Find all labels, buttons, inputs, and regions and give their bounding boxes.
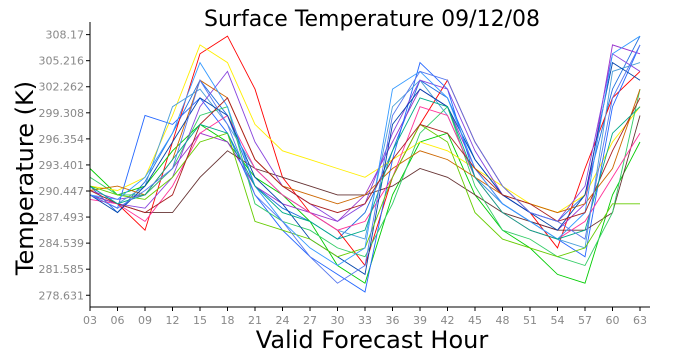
x-tick-label: 63: [633, 314, 647, 327]
x-tick-label: 06: [111, 314, 125, 327]
y-tick-label: 278.631: [39, 289, 85, 302]
series-line-11: [89, 79, 641, 214]
x-tick-label: 30: [331, 314, 345, 327]
chart-title: Surface Temperature 09/12/08: [204, 7, 540, 32]
x-tick-label: 21: [248, 314, 262, 327]
series-line-8: [89, 62, 641, 249]
x-tick-label: 54: [551, 314, 565, 327]
series-line-4: [89, 44, 641, 214]
series-line-15: [89, 35, 641, 267]
x-tick-label: 57: [578, 314, 592, 327]
x-tick-label: 15: [193, 314, 207, 327]
y-axis-title: Temperature (K): [11, 81, 39, 276]
series-line-9: [89, 89, 641, 267]
x-tick-label: 12: [166, 314, 180, 327]
series-line-5: [89, 44, 641, 231]
x-tick-label: 09: [138, 314, 152, 327]
x-tick-label: 51: [523, 314, 537, 327]
x-tick-label: 36: [386, 314, 400, 327]
x-axis-title: Valid Forecast Hour: [256, 326, 489, 353]
series-line-3: [89, 123, 641, 284]
x-tick-label: 33: [358, 314, 372, 327]
y-tick-label: 305.216: [39, 55, 85, 68]
series-line-16: [89, 97, 641, 222]
series-layer: [89, 35, 641, 293]
x-tick-label: 18: [221, 314, 235, 327]
y-tick-label: 281.585: [39, 263, 85, 276]
series-line-18: [89, 44, 641, 284]
x-axis-ticks: 03 06 09 12 15 18 21 24 27 30 33 36 39 42 45 48 51 54 57 60…: [83, 307, 647, 327]
x-tick-label: 39: [413, 314, 427, 327]
series-line-1: [89, 35, 641, 240]
series-line-14: [89, 123, 640, 258]
y-tick-label: 284.539: [39, 237, 85, 250]
series-line-12: [89, 106, 641, 240]
series-line-13: [89, 61, 641, 276]
y-axis-ticks: 278.631 281.585 284.539 287.493 290.447 293.4…: [39, 29, 90, 302]
series-line-17: [89, 97, 641, 240]
x-tick-label: 24: [276, 314, 290, 327]
y-tick-label: 287.493: [39, 211, 85, 224]
x-tick-label: 45: [468, 314, 482, 327]
x-tick-label: 42: [441, 314, 455, 327]
x-tick-label: 60: [606, 314, 620, 327]
y-tick-label: 299.308: [39, 107, 85, 120]
x-tick-label: 48: [496, 314, 510, 327]
y-tick-label: 293.401: [39, 159, 85, 172]
y-tick-label: 296.354: [39, 133, 85, 146]
x-tick-label: 03: [83, 314, 97, 327]
y-tick-label: 308.17: [46, 29, 85, 42]
y-tick-label: 302.262: [39, 81, 85, 94]
y-tick-label: 290.447: [39, 185, 85, 198]
series-line-10: [89, 53, 641, 222]
x-tick-label: 27: [303, 314, 317, 327]
